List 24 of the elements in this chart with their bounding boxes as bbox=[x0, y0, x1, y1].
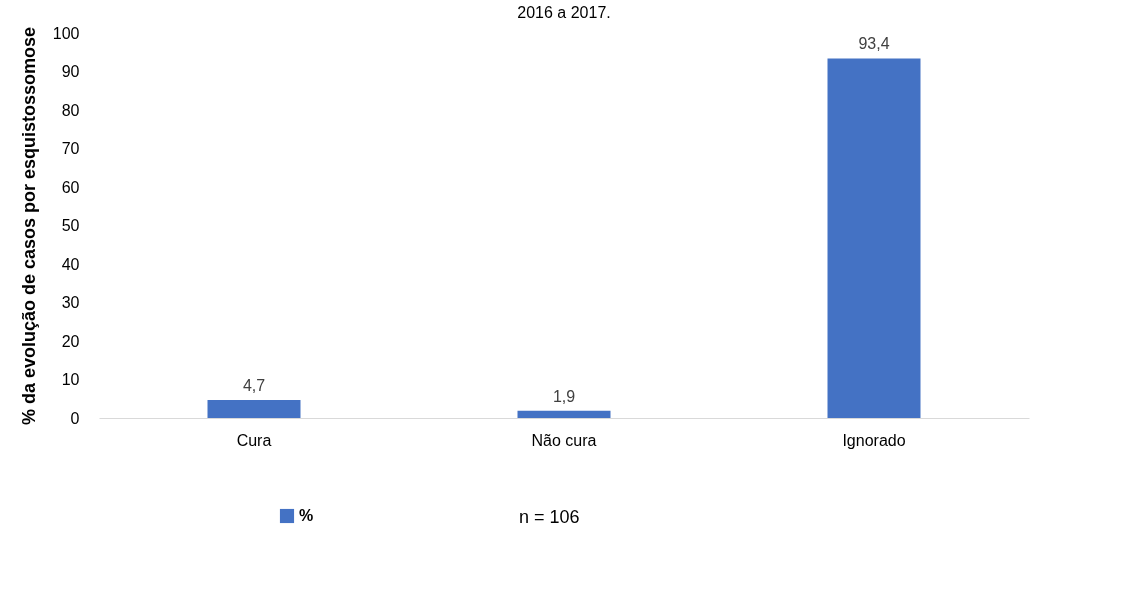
y-tick-label: 60 bbox=[61, 178, 80, 196]
chart-title: 2016 a 2017. bbox=[517, 4, 611, 21]
text: 93,4 bbox=[858, 35, 890, 53]
y-tick-label: 100 bbox=[52, 24, 80, 42]
y-axis-title: % da evolução de casos por esquistossomose bbox=[18, 26, 39, 426]
text: n = 106 bbox=[519, 507, 580, 527]
bar bbox=[827, 58, 921, 418]
y-tick-label: 90 bbox=[61, 63, 80, 80]
y-tick-label: 80 bbox=[61, 101, 80, 119]
legend-label: % bbox=[299, 507, 314, 524]
bar bbox=[517, 410, 611, 418]
y-tick-label: 50 bbox=[61, 217, 80, 234]
y-tick-label: 40 bbox=[61, 255, 80, 273]
x-tick-label: Cura bbox=[236, 431, 272, 449]
y-tick-label: 10 bbox=[61, 371, 80, 388]
text: 4,7 bbox=[242, 376, 266, 394]
x-tick-label: Ignorado bbox=[842, 431, 906, 449]
y-tick-label: 0 bbox=[70, 409, 80, 427]
x-tick-label: Não cura bbox=[531, 431, 597, 449]
y-tick-label: 70 bbox=[61, 140, 80, 157]
text: 1,9 bbox=[552, 387, 576, 405]
y-tick-label: 30 bbox=[61, 294, 80, 311]
bar bbox=[207, 399, 301, 418]
y-tick-label: 20 bbox=[61, 332, 80, 350]
